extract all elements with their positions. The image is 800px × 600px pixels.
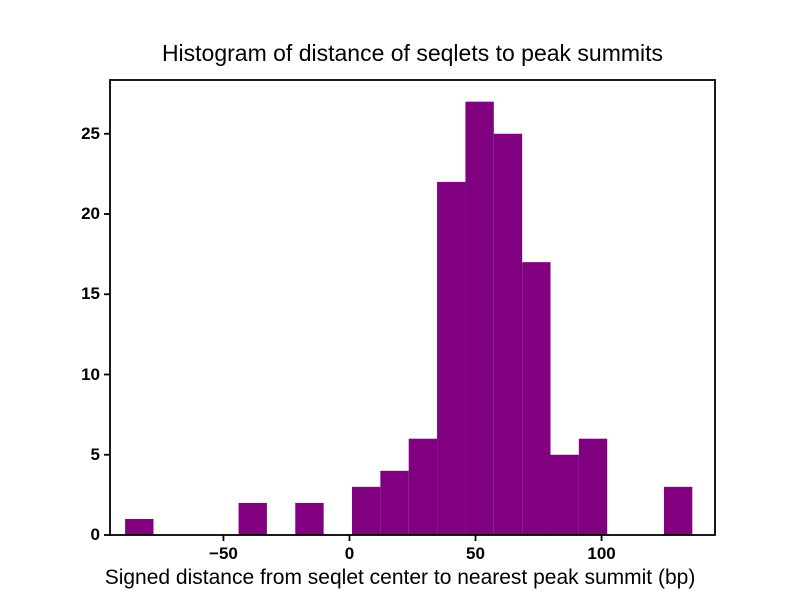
histogram-bar xyxy=(578,438,608,535)
histogram-bar xyxy=(550,454,579,535)
y-tick-label: 25 xyxy=(81,123,100,143)
histogram-bar xyxy=(663,486,693,535)
histogram-bar xyxy=(437,181,466,535)
y-tick-label: 10 xyxy=(81,364,100,384)
y-tick-label: 20 xyxy=(81,204,100,223)
y-tick-label: 15 xyxy=(81,284,100,304)
x-tick-label: 0 xyxy=(344,544,355,563)
histogram-bar xyxy=(125,518,154,535)
chart-title: Histogram of distance of seqlets to peak… xyxy=(161,40,664,66)
histogram-bar xyxy=(295,502,324,535)
histogram-bar xyxy=(408,438,438,535)
histogram-bar xyxy=(380,470,409,535)
x-axis-label: Signed distance from seqlet center to ne… xyxy=(104,566,696,589)
x-tick-label: 100 xyxy=(587,544,616,563)
histogram-bar xyxy=(522,262,551,535)
y-tick-label: 5 xyxy=(90,444,100,464)
plot-border xyxy=(109,79,716,536)
x-tick-label: −50 xyxy=(209,544,238,563)
y-tick-label: 0 xyxy=(90,525,100,544)
histogram-bar xyxy=(352,486,381,535)
histogram-bar xyxy=(493,133,523,535)
x-tick-label: 50 xyxy=(466,544,485,563)
histogram-bar xyxy=(238,502,267,535)
histogram-bar xyxy=(465,101,494,536)
